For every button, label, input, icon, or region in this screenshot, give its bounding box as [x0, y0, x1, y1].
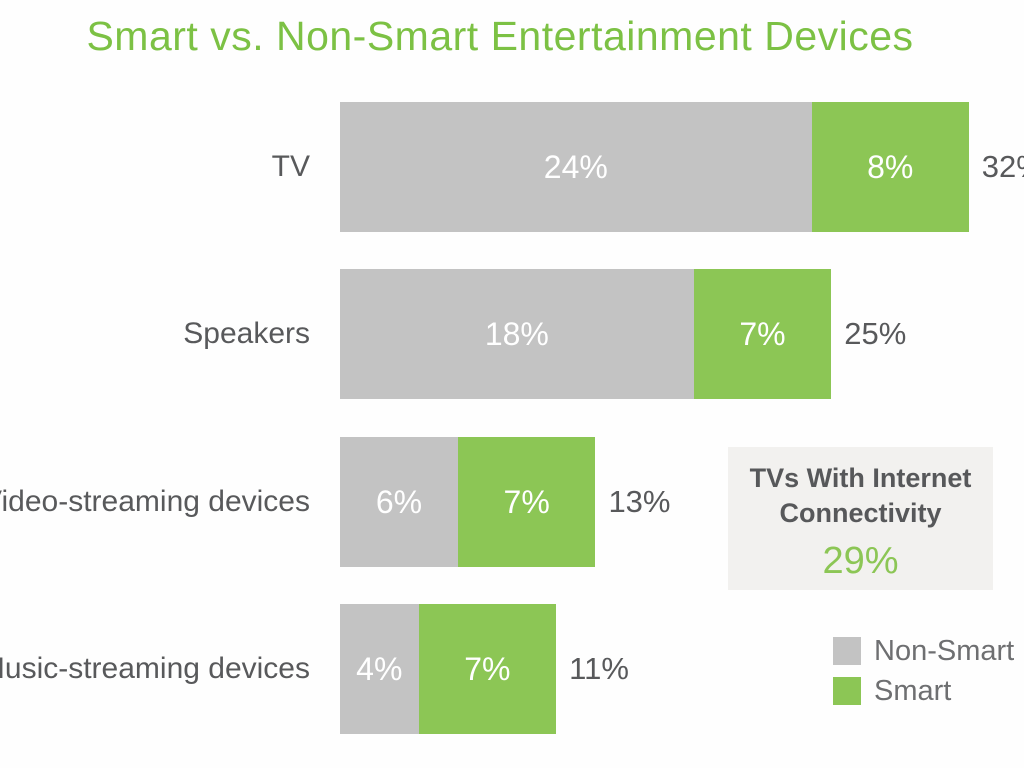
callout-title-line1: TVs With Internet	[749, 463, 972, 493]
bar-row-video-streaming: Video-streaming devices 6% 7% 13%	[0, 437, 1024, 567]
non-smart-segment: 6%	[340, 437, 458, 567]
category-label-music-streaming: Music-streaming devices	[0, 652, 310, 685]
legend-item-smart: Smart	[833, 674, 1014, 707]
category-label-speakers: Speakers	[183, 317, 310, 350]
category-label-video-streaming: Video-streaming devices	[0, 485, 310, 518]
stacked-bar-music-streaming: 4% 7%	[340, 604, 557, 734]
legend-label-smart: Smart	[874, 674, 952, 707]
stacked-bar-video-streaming: 6% 7%	[340, 437, 596, 567]
smart-segment: 7%	[418, 604, 557, 734]
legend-item-non-smart: Non-Smart	[833, 634, 1015, 667]
smart-value: 7%	[739, 315, 786, 352]
non-smart-swatch-icon	[833, 637, 861, 665]
non-smart-segment: 24%	[340, 102, 812, 232]
callout-title-line2: Connectivity	[779, 498, 942, 528]
stacked-bar-tv: 24% 8%	[340, 102, 969, 232]
non-smart-value: 18%	[484, 315, 549, 352]
chart-title: Smart vs. Non-Smart Entertainment Device…	[86, 13, 914, 59]
smart-segment: 7%	[457, 437, 596, 567]
smart-value: 8%	[867, 148, 914, 185]
bar-row-music-streaming: Music-streaming devices 4% 7% 11%	[0, 604, 1024, 734]
total-label: 25%	[844, 316, 907, 351]
smart-segment: 7%	[693, 269, 832, 399]
total-label: 32%	[981, 149, 1024, 184]
smart-segment: 8%	[811, 102, 969, 232]
callout-box: TVs With Internet Connectivity 29%	[728, 447, 993, 590]
bar-row-tv: TV 24% 8% 32%	[0, 102, 1024, 232]
non-smart-value: 6%	[375, 483, 423, 520]
callout-value: 29%	[822, 540, 899, 582]
non-smart-value: 24%	[543, 148, 608, 185]
total-label: 11%	[569, 651, 629, 686]
stacked-bar-speakers: 18% 7%	[340, 269, 832, 399]
bar-row-speakers: Speakers 18% 7% 25%	[0, 269, 1024, 399]
legend: Non-Smart Smart	[833, 634, 1015, 717]
total-label: 13%	[608, 484, 671, 519]
non-smart-value: 4%	[356, 650, 403, 687]
legend-label-non-smart: Non-Smart	[874, 634, 1015, 667]
smart-swatch-icon	[833, 677, 861, 705]
category-label-tv: TV	[271, 150, 310, 183]
non-smart-segment: 4%	[340, 604, 419, 734]
smart-value: 7%	[503, 483, 550, 520]
smart-value: 7%	[464, 650, 511, 687]
non-smart-segment: 18%	[340, 269, 694, 399]
